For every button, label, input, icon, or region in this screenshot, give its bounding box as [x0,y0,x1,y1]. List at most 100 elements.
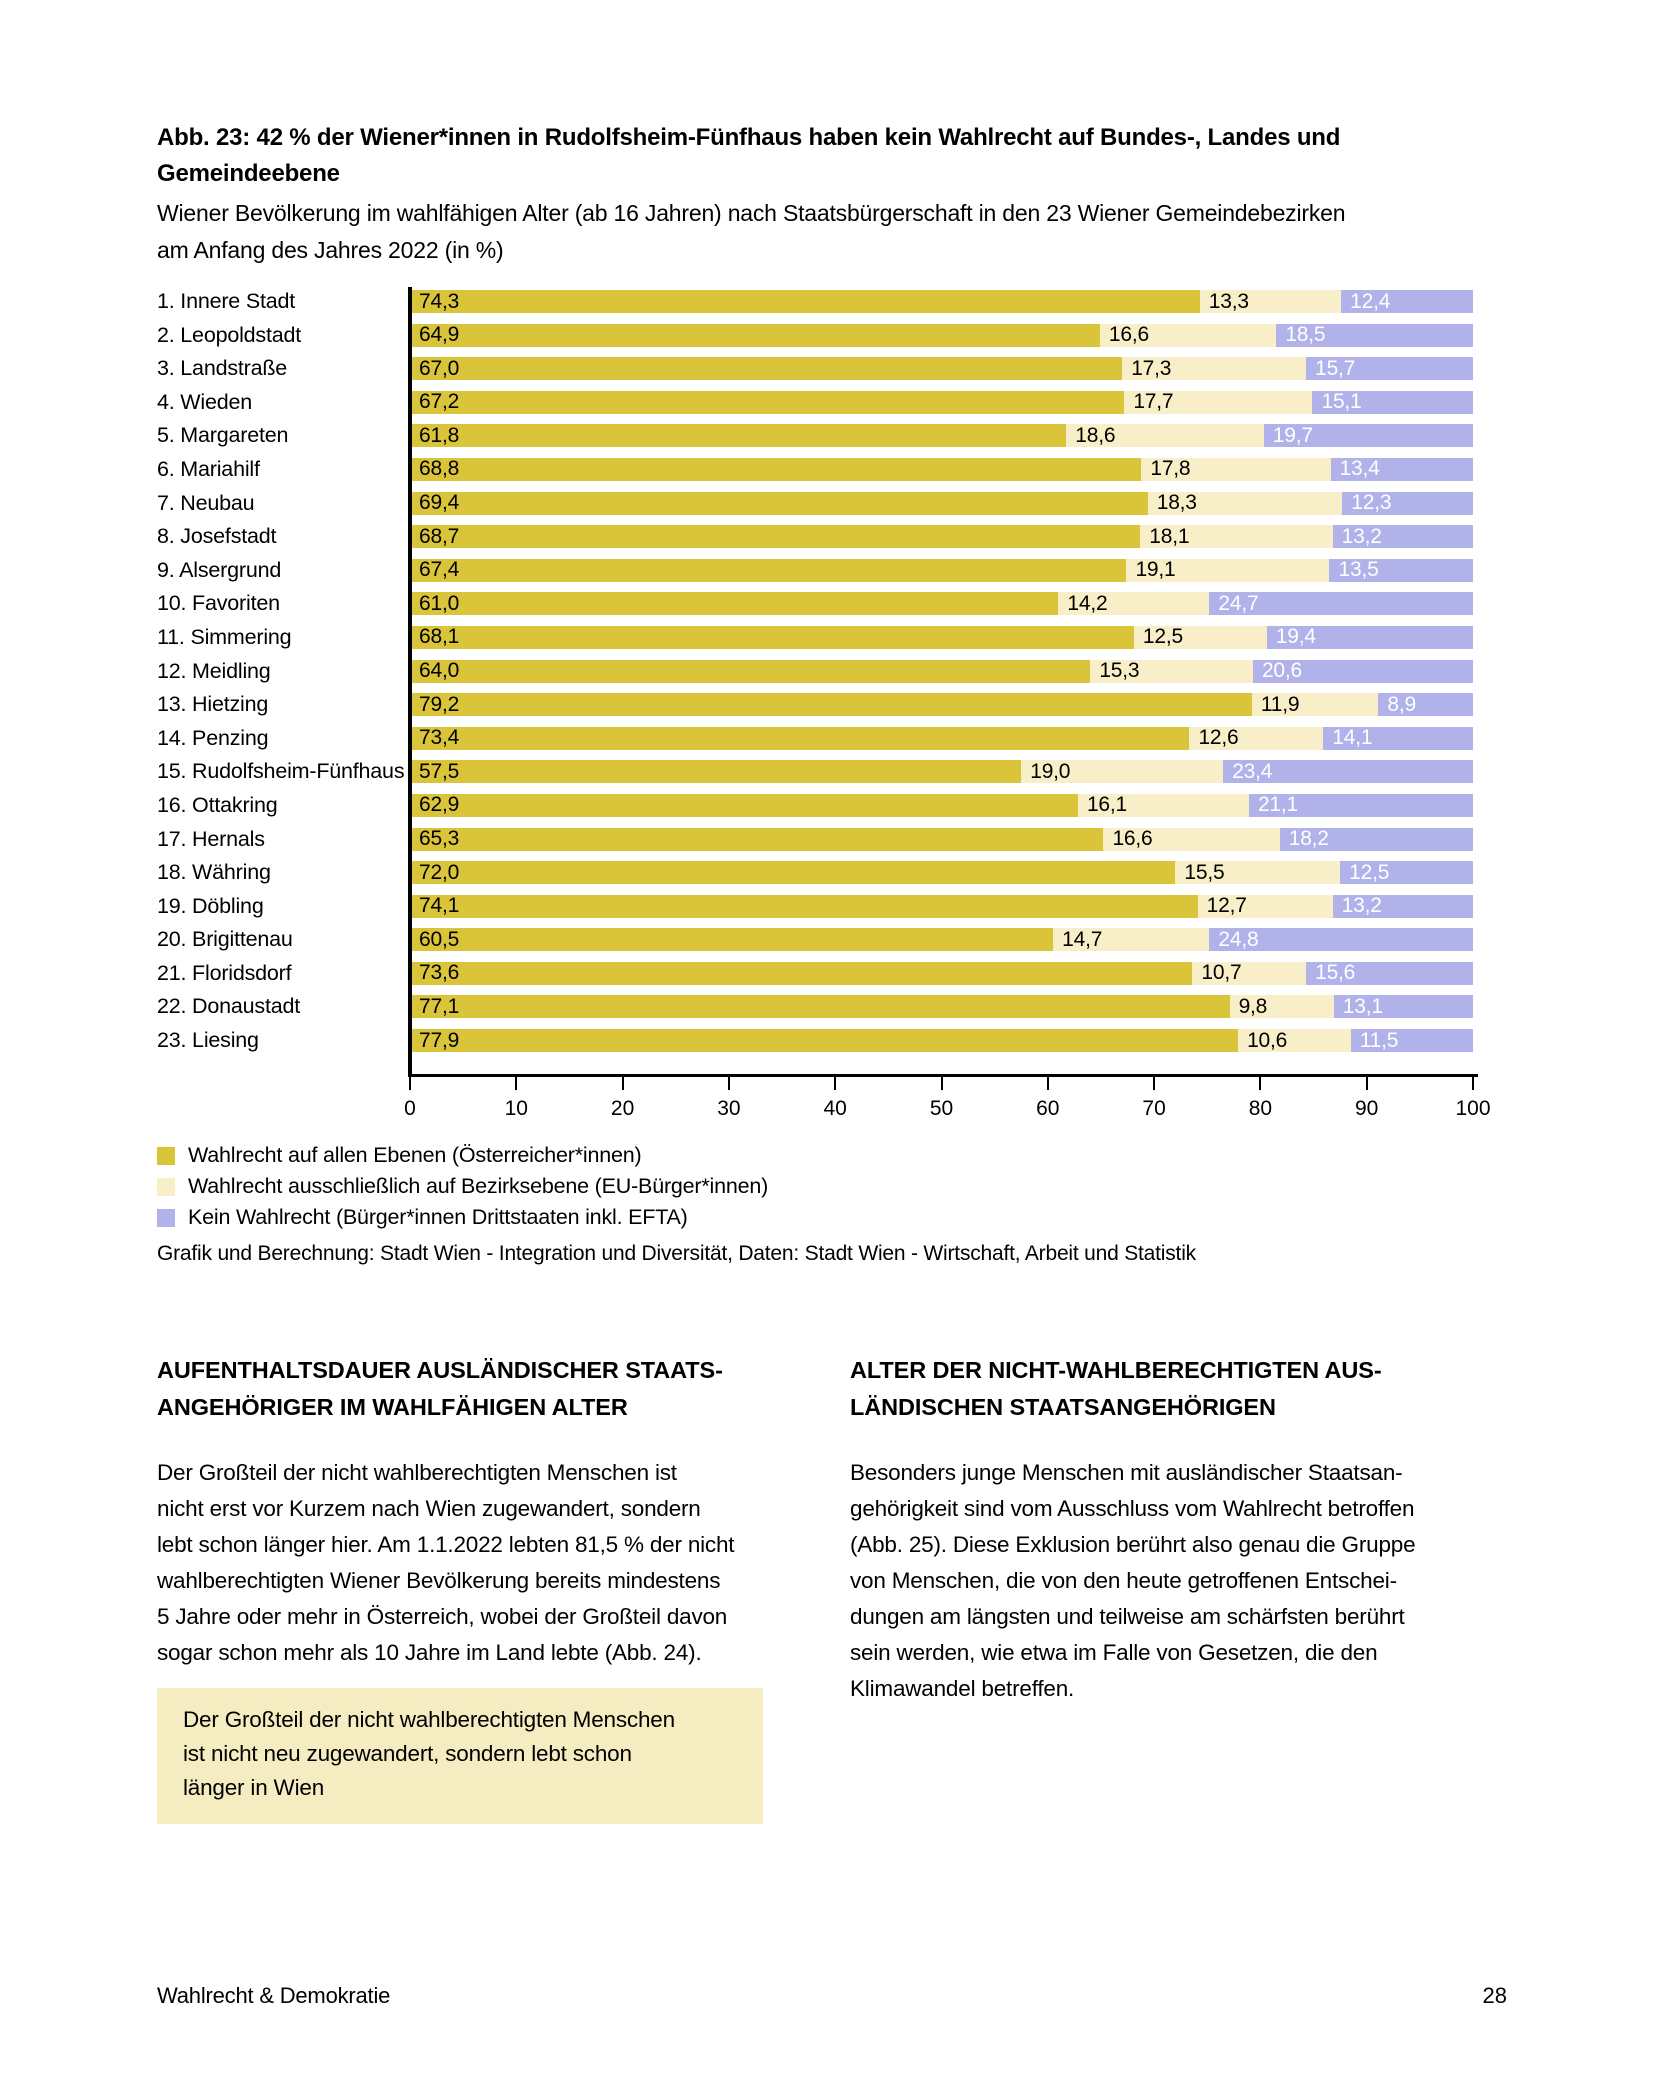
stacked-bar: 68,1 12,5 19,4 [410,625,1473,649]
bar-segment-series1: 73,6 [410,961,1193,985]
axis-tick-label: 40 [823,1097,847,1120]
stacked-bar: 67,0 17,3 15,7 [410,357,1473,381]
bar-segment-series2: 15,3 [1090,659,1253,683]
bar-segment-series2: 17,3 [1122,357,1307,381]
chart-legend: Wahlrecht auf allen Ebenen (Österreicher… [157,1143,768,1237]
bar-segment-series2: 16,6 [1103,827,1280,851]
bar-segment-series1: 57,5 [410,760,1022,784]
axis-tick-mark [515,1077,518,1090]
district-label: 11. Simmering [157,624,292,649]
bar-segment-series1: 68,1 [410,625,1134,649]
bar-segment-series1: 77,9 [410,1029,1239,1053]
legend-swatch-blue [157,1208,175,1227]
chart-rows: 1. Innere Stadt 74,3 13,3 12,4 2. Leopoldsta… [157,289,1473,1053]
bar-segment-series1: 68,7 [410,525,1141,549]
bar-segment-series1: 64,9 [410,323,1100,347]
bar-segment-series2: 18,3 [1147,491,1343,515]
bar-segment-series3: 19,4 [1266,625,1473,649]
axis-tick-mark [1259,1077,1262,1090]
bar-segment-series1: 67,2 [410,390,1125,414]
bar-segment-series2: 10,6 [1238,1029,1351,1053]
legend-item-third-country: Kein Wahlrecht (Bürger*innen Drittstaate… [157,1205,768,1229]
bar-segment-series1: 67,4 [410,558,1127,582]
stacked-bar: 60,5 14,7 24,8 [410,928,1473,952]
bar-segment-series1: 61,0 [410,592,1059,616]
section-heading-right: ALTER DER NICHT-WAHLBERECHTIGTEN AUS- LÄ… [850,1357,1382,1420]
bar-segment-series3: 12,3 [1342,491,1473,515]
legend-label: Wahlrecht auf allen Ebenen (Österreicher… [188,1143,642,1167]
bar-segment-series1: 67,0 [410,357,1123,381]
bar-segment-series1: 74,3 [410,290,1200,313]
bar-segment-series1: 74,1 [410,894,1198,918]
chart-row: 22. Donaustadt 77,1 9,8 13,1 [157,994,1473,1019]
axis-tick-label: 80 [1248,1097,1273,1120]
bar-segment-series1: 64,0 [410,659,1091,683]
stacked-bar: 64,9 16,6 18,5 [410,323,1473,347]
axis-tick-label: 20 [610,1097,635,1120]
district-label: 2. Leopoldstadt [157,322,302,347]
chart-row: 20. Brigittenau 60,5 14,7 24,8 [157,927,1473,952]
district-label: 12. Meidling [157,658,271,683]
axis-tick-label: 100 [1455,1097,1491,1120]
bar-segment-series2: 10,7 [1192,961,1307,985]
stacked-bar: 74,3 13,3 12,4 [410,290,1473,313]
bar-segment-series3: 13,2 [1332,894,1473,918]
bar-segment-series1: 61,8 [410,424,1067,448]
bar-segment-series3: 18,5 [1276,323,1473,347]
stacked-bar: 72,0 15,5 12,5 [410,861,1473,885]
footer-page-number: 28 [1482,1983,1507,2008]
bar-segment-series3: 8,9 [1378,693,1473,717]
stacked-bar: 68,8 17,8 13,4 [410,457,1473,481]
bar-segment-series1: 65,3 [410,827,1104,851]
bar-segment-series2: 19,1 [1126,558,1330,582]
chart-row: 8. Josefstadt 68,7 18,1 13,2 [157,524,1473,549]
figure-title: Abb. 23: 42 % der Wiener*innen in Rudolf… [157,124,1341,187]
bar-segment-series2: 19,0 [1021,760,1224,784]
district-label: 14. Penzing [157,725,269,750]
chart-row: 23. Liesing 77,9 10,6 11,5 [157,1028,1473,1053]
bar-segment-series3: 19,7 [1263,424,1473,448]
chart-row: 13. Hietzing 79,2 11,9 8,9 [157,692,1473,717]
stacked-bar: 69,4 18,3 12,3 [410,491,1473,515]
bar-segment-series2: 17,8 [1141,457,1331,481]
district-label: 15. Rudolfsheim-Fünfhaus [157,759,405,784]
section-heading-left: AUFENTHALTSDAUER AUSLÄNDISCHER STAATS- A… [157,1357,723,1420]
stacked-bar: 57,5 19,0 23,4 [410,760,1473,784]
chart-row: 2. Leopoldstadt 64,9 16,6 18,5 [157,322,1473,347]
legend-item-austrians: Wahlrecht auf allen Ebenen (Österreicher… [157,1143,768,1167]
axis-tick-mark [1046,1077,1049,1090]
stacked-bar: 65,3 16,6 18,2 [410,827,1473,851]
stacked-bar: 67,4 19,1 13,5 [410,558,1473,582]
bar-segment-series3: 14,1 [1323,726,1473,750]
district-label: 8. Josefstadt [157,524,277,549]
stacked-bar: 67,2 17,7 15,1 [410,390,1473,414]
chart-row: 18. Währing 72,0 15,5 12,5 [157,860,1473,885]
bar-segment-series2: 11,9 [1251,693,1379,717]
chart-row: 10. Favoriten 61,0 14,2 24,7 [157,591,1473,616]
axis-tick-label: 0 [404,1097,416,1120]
bar-segment-series3: 24,7 [1209,592,1473,616]
district-label: 17. Hernals [157,826,265,851]
axis-tick-label: 30 [717,1097,741,1120]
district-label: 18. Währing [157,860,271,885]
axis-tick-mark [409,1077,411,1090]
bar-segment-series2: 12,5 [1133,625,1267,649]
bar-segment-series3: 23,4 [1223,760,1473,784]
legend-label: Kein Wahlrecht (Bürger*innen Drittstaate… [188,1205,688,1229]
stacked-bar: 61,0 14,2 24,7 [410,592,1473,616]
bar-segment-series2: 12,7 [1197,894,1333,918]
chart-row: 17. Hernals 65,3 16,6 18,2 [157,826,1473,851]
district-label: 1. Innere Stadt [157,289,296,313]
stacked-bar: 77,1 9,8 13,1 [410,995,1473,1019]
section-body-left: Der Großteil der nicht wahlberechtigten … [157,1460,735,1665]
figure-subtitle: Wiener Bevölkerung im wahlfähigen Alter … [157,200,1346,263]
bar-segment-series1: 77,1 [410,995,1230,1019]
bar-segment-series3: 13,2 [1332,525,1473,549]
bar-segment-series2: 16,1 [1077,793,1249,817]
district-label: 5. Margareten [157,423,289,448]
axis-tick-mark [1472,1077,1474,1090]
district-label: 19. Döbling [157,893,264,918]
chart-row: 7. Neubau 69,4 18,3 12,3 [157,491,1473,515]
bar-segment-series1: 60,5 [410,928,1054,952]
axis-tick-label: 70 [1142,1097,1166,1120]
